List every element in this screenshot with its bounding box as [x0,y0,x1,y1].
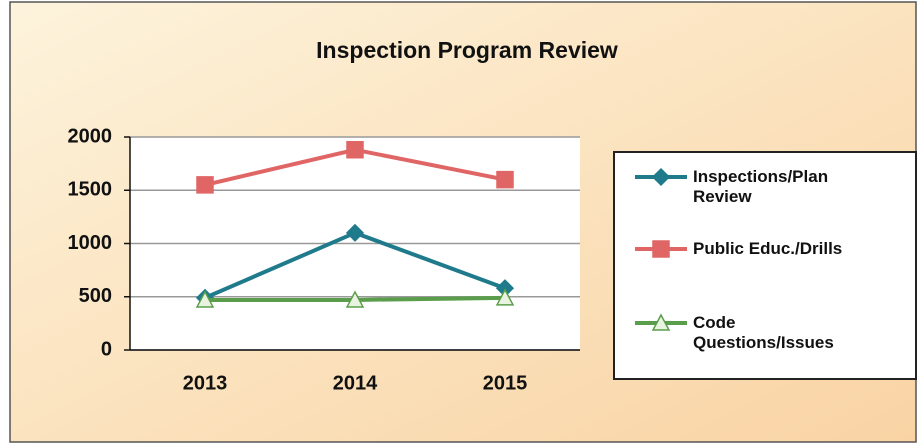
y-tick-label: 2000 [68,125,113,147]
marker [195,290,215,308]
legend-entry: Public Educ./Drills [633,239,873,259]
legend-label: Code Questions/Issues [693,313,834,352]
legend-swatch [635,313,687,331]
legend-swatch [635,240,687,258]
marker [345,290,365,308]
marker [495,288,515,306]
marker [196,176,214,194]
legend-entry: Inspections/Plan Review [633,167,873,207]
legend-entry: Code Questions/Issues [633,313,873,353]
y-tick-label: 1500 [68,179,113,201]
marker [651,167,671,187]
marker [651,313,671,331]
legend-label: Public Educ./Drills [693,239,843,258]
marker [345,223,365,242]
y-tick-label: 500 [79,285,112,307]
y-tick-label: 1000 [68,232,113,254]
marker [346,141,364,159]
x-tick-label: 2014 [333,372,378,394]
marker [496,170,514,189]
y-tick-label: 0 [101,338,112,360]
legend-swatch [635,167,687,187]
chart-title: Inspection Program Review [316,37,618,63]
x-tick-label: 2013 [183,372,228,394]
x-tick-label: 2015 [483,372,528,394]
legend-label: Inspections/Plan Review [693,167,829,206]
marker [652,240,670,258]
legend: Inspections/Plan Review Public Educ./Dril… [613,151,917,380]
